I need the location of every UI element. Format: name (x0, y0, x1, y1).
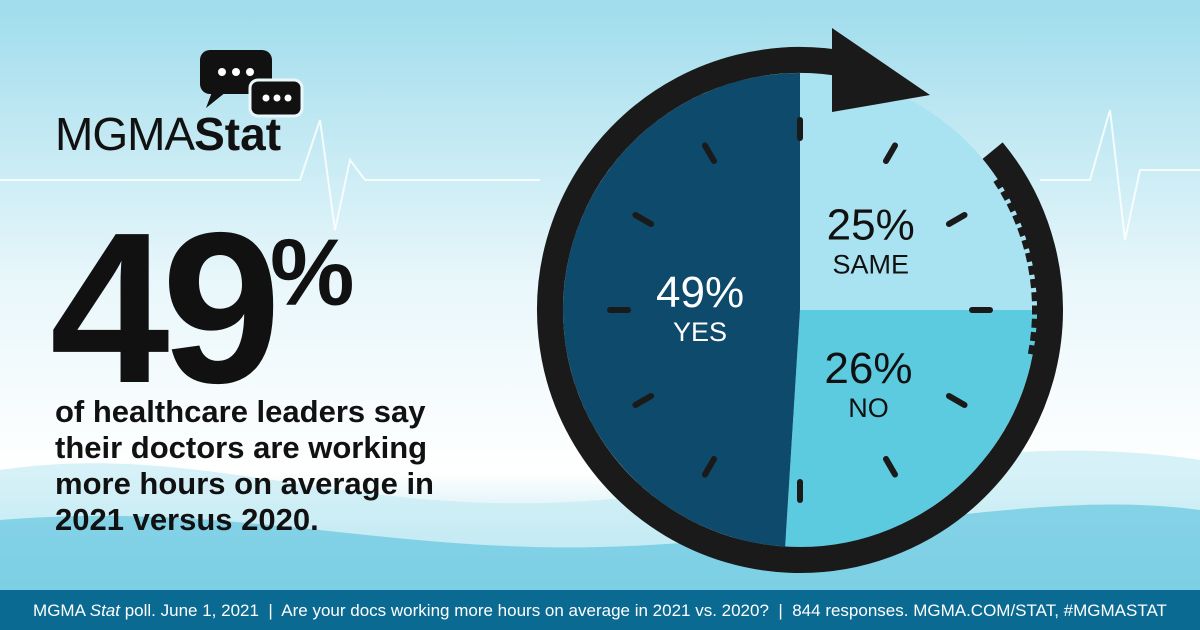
clock-dash (702, 142, 717, 165)
pie-slice (563, 73, 800, 547)
clock-dash (883, 455, 898, 478)
slice-value-label: 25% (827, 200, 915, 249)
clock-dash (632, 393, 655, 408)
clock-dash (632, 212, 655, 227)
ring-hash (1000, 178, 1031, 201)
pie-chart: 25%SAME 26%NO 49%YES (537, 28, 1063, 573)
description-line: 2021 versus 2020. (55, 502, 319, 537)
ring-hash (1027, 261, 1059, 276)
ring-hash (1012, 204, 1044, 225)
heartbeat-line (0, 119, 540, 231)
ring-hash (1031, 290, 1062, 302)
ring-hash (1030, 331, 1061, 345)
footer-bar (0, 590, 1200, 630)
slice-category-label: NO (848, 393, 889, 423)
logo-text: MGMAStat (55, 108, 281, 160)
footer-text: MGMA Stat poll. June 1, 2021 | Are your … (33, 601, 1167, 620)
slice-category-label: SAME (832, 249, 909, 279)
description-line: more hours on average in (55, 466, 434, 501)
logo-icon (200, 50, 304, 118)
clock-dash (702, 455, 717, 478)
ring-hash (1017, 218, 1049, 238)
clock-dash (945, 393, 968, 408)
ring-arrowhead (832, 28, 930, 112)
description-line: their doctors are working (55, 430, 427, 465)
headline-number: 49 (50, 187, 274, 428)
description-line: of healthcare leaders say (55, 394, 426, 429)
pie-slice (785, 310, 1037, 548)
slice-category-label: YES (673, 317, 727, 347)
slice-value-label: 49% (656, 268, 744, 317)
ring-hash (1021, 232, 1053, 250)
headline-symbol: % (270, 220, 354, 326)
ring-hash (1030, 275, 1061, 289)
ring (537, 47, 1063, 573)
ring-hash (1006, 191, 1038, 213)
ring-hash (1025, 246, 1057, 263)
ring-hash (1031, 318, 1062, 330)
ring-hash (993, 165, 1024, 190)
slice-value-label: 26% (824, 344, 912, 393)
ring-hash (1027, 344, 1059, 359)
clock-dash (945, 212, 968, 227)
clock-dash (883, 142, 898, 165)
heartbeat-line (1040, 109, 1200, 241)
pie-slice (800, 73, 1037, 310)
